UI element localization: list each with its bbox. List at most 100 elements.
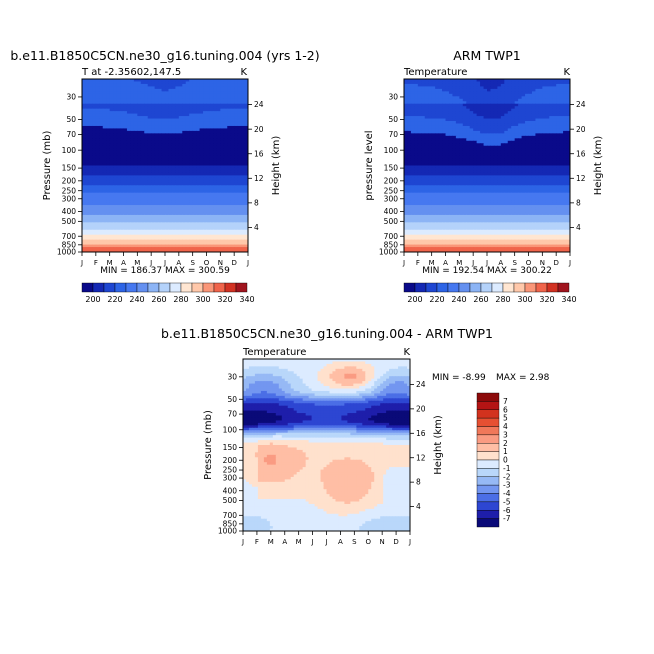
field-cell xyxy=(85,148,90,152)
field-cell xyxy=(158,172,163,176)
field-cell xyxy=(213,79,218,82)
field-cell xyxy=(234,79,239,82)
panel-title: ARM TWP1 xyxy=(453,48,520,63)
field-cell xyxy=(130,118,135,122)
field-cell xyxy=(140,172,145,176)
field-cell xyxy=(158,155,163,159)
field-cell xyxy=(168,113,173,117)
field-cell xyxy=(178,185,183,189)
field-cell xyxy=(237,138,242,142)
field-cell xyxy=(151,121,156,124)
field-cell xyxy=(213,155,218,159)
field-cell xyxy=(165,123,169,127)
field-cell xyxy=(99,113,104,117)
field-cell xyxy=(140,116,145,120)
field-cell xyxy=(140,128,145,132)
field-cell xyxy=(216,135,221,139)
field-cell xyxy=(196,93,201,97)
field-cell xyxy=(192,153,197,157)
field-cell xyxy=(88,111,93,115)
field-cell xyxy=(230,138,235,142)
field-cell xyxy=(133,128,138,132)
field-cell xyxy=(126,91,131,95)
field-cell xyxy=(220,98,225,102)
field-cell xyxy=(227,150,232,154)
field-cell xyxy=(130,143,135,147)
colorbar-label: 260 xyxy=(151,295,166,304)
field-cell xyxy=(196,145,201,149)
field-cell xyxy=(234,106,239,110)
field-cell xyxy=(185,160,190,164)
field-cell xyxy=(133,116,138,120)
field-cell xyxy=(234,140,239,144)
field-cell xyxy=(241,158,246,162)
field-cell xyxy=(206,91,211,95)
field-cell xyxy=(147,106,152,110)
field-cell xyxy=(154,177,159,181)
field-cell xyxy=(175,163,180,166)
field-cell xyxy=(241,98,246,102)
field-cell xyxy=(102,118,107,122)
field-cell xyxy=(206,177,211,181)
field-cell xyxy=(144,172,149,176)
field-cell xyxy=(223,140,228,144)
field-cell xyxy=(154,91,159,95)
field-cell xyxy=(175,187,180,191)
field-cell xyxy=(147,187,152,191)
field-cell xyxy=(102,175,107,179)
field-cell xyxy=(151,163,156,166)
field-cell xyxy=(216,118,221,122)
field-cell xyxy=(178,163,183,166)
field-cell xyxy=(227,140,232,144)
field-cell xyxy=(230,187,235,191)
field-cell xyxy=(85,106,90,110)
field-cell xyxy=(178,160,183,164)
y-tick-label: 400 xyxy=(62,207,77,216)
field-cell xyxy=(140,140,145,144)
field-cell xyxy=(123,106,128,110)
field-cell xyxy=(95,155,100,159)
field-cell xyxy=(237,133,242,137)
field-cell xyxy=(151,182,156,186)
field-cell xyxy=(151,91,156,95)
field-cell xyxy=(178,103,183,107)
field-cell xyxy=(158,111,163,115)
field-cell xyxy=(165,177,169,181)
field-cell xyxy=(92,182,97,186)
field-cell xyxy=(123,111,128,115)
field-cell xyxy=(123,182,128,186)
field-cell xyxy=(109,155,114,159)
field-cell xyxy=(237,167,242,171)
field-cell xyxy=(113,177,118,181)
field-cell xyxy=(109,88,114,92)
field-cell xyxy=(95,86,100,90)
field-cell xyxy=(126,150,131,154)
panel-title: b.e11.B1850C5CN.ne30_g16.tuning.004 (yrs… xyxy=(10,48,319,63)
field-cell xyxy=(95,185,100,189)
field-cell xyxy=(147,125,152,129)
field-cell xyxy=(237,187,242,191)
field-cell xyxy=(220,143,225,147)
field-cell xyxy=(147,170,152,174)
field-cell xyxy=(168,81,173,85)
field-cell xyxy=(92,187,97,191)
field-cell xyxy=(126,187,131,191)
field-cell xyxy=(137,150,142,154)
field-cell xyxy=(99,88,104,92)
field-cell xyxy=(230,123,235,127)
field-cell xyxy=(102,128,107,132)
field-cell xyxy=(234,86,239,90)
field-cell xyxy=(244,138,249,142)
field-cell xyxy=(171,83,176,87)
field-cell xyxy=(192,167,197,171)
field-cell xyxy=(175,145,180,149)
field-cell xyxy=(123,83,128,87)
field-cell xyxy=(199,103,204,107)
field-cell xyxy=(130,133,135,137)
field-cell xyxy=(151,93,156,97)
field-cell xyxy=(234,163,239,166)
field-cell xyxy=(154,143,159,147)
field-cell xyxy=(220,116,225,120)
field-cell xyxy=(95,88,100,92)
field-cell xyxy=(158,118,163,122)
